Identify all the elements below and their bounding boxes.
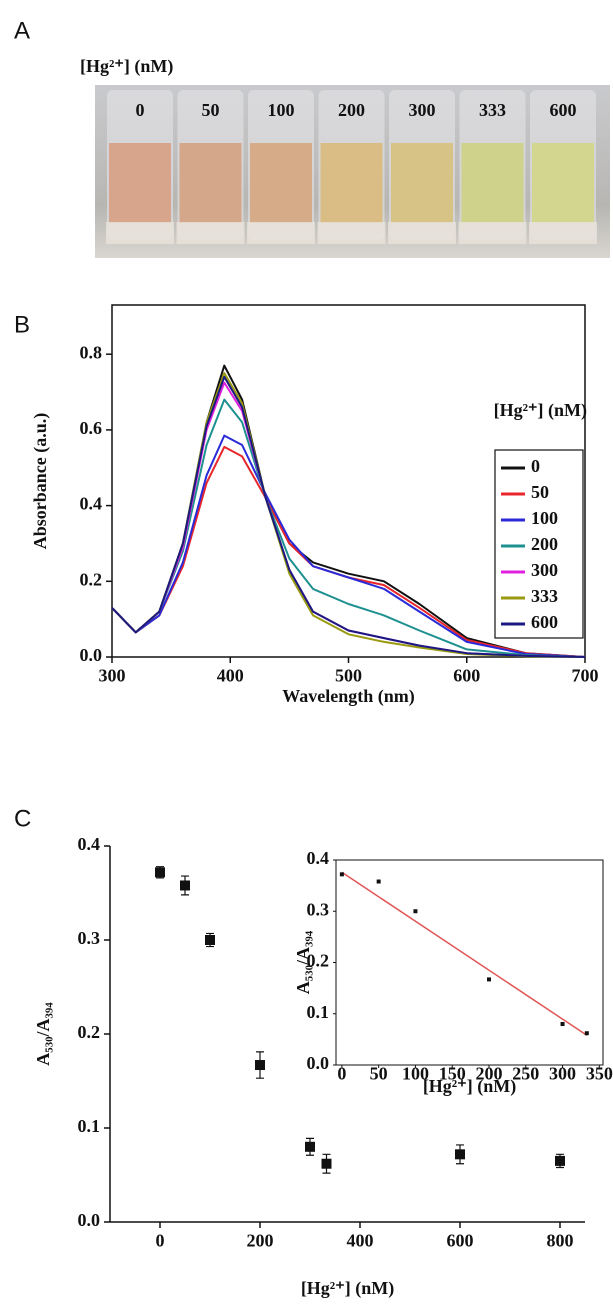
vial-base — [176, 222, 245, 244]
data-point — [255, 1060, 265, 1071]
x-tick-label: 100 — [402, 1063, 429, 1083]
vial-liquid — [250, 143, 312, 223]
photo-label: 50 — [202, 100, 220, 120]
x-tick-label: 0 — [337, 1063, 346, 1083]
axes-frame — [335, 859, 604, 1066]
x-tick-label: 350 — [586, 1063, 613, 1083]
x-tick-label: 700 — [572, 666, 599, 686]
legend-label: 0 — [531, 456, 540, 476]
legend-label: 200 — [531, 534, 558, 554]
legend-label: 600 — [531, 612, 558, 632]
y-axis-label: A₅₃₀/A₃₉₄ — [33, 1002, 53, 1066]
photo-label: 333 — [479, 100, 506, 120]
vial-base — [388, 222, 456, 244]
data-point — [413, 909, 418, 914]
y-tick-label: 0.2 — [80, 569, 103, 589]
y-tick-label: 0.0 — [307, 1053, 330, 1073]
panel-letter: A — [14, 17, 30, 44]
y-tick-label: 0.1 — [78, 1116, 101, 1136]
y-tick-label: 0.3 — [307, 899, 330, 919]
x-tick-label: 50 — [370, 1063, 388, 1083]
x-axis-label: [Hg²⁺] (nM) — [423, 1076, 516, 1097]
vial-liquid — [109, 143, 171, 223]
y-tick-label: 0.4 — [307, 848, 330, 868]
x-tick-label: 300 — [99, 666, 126, 686]
x-tick-label: 600 — [453, 666, 480, 686]
vial-liquid — [179, 143, 242, 223]
data-point — [305, 1141, 315, 1152]
data-point — [339, 872, 344, 877]
x-tick-label: 0 — [156, 1231, 165, 1251]
y-tick-label: 0.2 — [78, 1022, 101, 1042]
photo-label: 0 — [136, 100, 145, 120]
legend-label: 50 — [531, 482, 549, 502]
vials — [106, 90, 597, 244]
y-tick-label: 0.4 — [78, 834, 101, 854]
y-tick-label: 0.1 — [307, 1002, 330, 1022]
y-tick-label: 0.3 — [78, 928, 101, 948]
fit-line — [341, 871, 588, 1036]
x-tick-label: 400 — [347, 1231, 374, 1251]
legend-box — [494, 449, 584, 639]
data-point — [376, 879, 381, 884]
x-axis-label: Wavelength (nm) — [282, 686, 415, 707]
photo-title: [Hg²⁺] (nM) — [80, 56, 173, 77]
x-tick-label: 200 — [247, 1231, 274, 1251]
data-point — [486, 977, 491, 982]
x-tick-label: 300 — [549, 1063, 576, 1083]
photo-label: 300 — [409, 100, 436, 120]
vial-base — [529, 222, 597, 244]
vial-liquid — [461, 143, 524, 223]
y-axis-label: A₅₃₀/A₃₉₄ — [293, 930, 313, 994]
data-point — [560, 1022, 565, 1026]
vial-liquid — [391, 143, 453, 223]
photo-label: 100 — [268, 100, 295, 120]
y-axis-label: Absorbance (a.u.) — [30, 413, 51, 550]
photo-label: 200 — [338, 100, 365, 120]
x-tick-label: 200 — [475, 1063, 502, 1083]
legend-label: 333 — [531, 586, 558, 606]
y-tick-label: 0.6 — [80, 418, 103, 438]
x-tick-label: 500 — [335, 666, 362, 686]
vial-liquid — [532, 143, 594, 223]
legend-label: 300 — [531, 560, 558, 580]
data-point — [555, 1155, 565, 1166]
x-tick-label: 250 — [512, 1063, 539, 1083]
x-tick-label: 400 — [217, 666, 244, 686]
data-point — [180, 880, 190, 891]
data-point — [584, 1031, 589, 1036]
spectrum-line — [111, 434, 586, 658]
y-tick-label: 0.2 — [307, 951, 330, 971]
vial-base — [106, 222, 174, 244]
vial-base — [247, 222, 315, 244]
y-tick-label: 0.0 — [80, 645, 103, 665]
spectrum-line — [111, 375, 586, 658]
x-axis-label: [Hg²⁺] (nM) — [301, 1278, 394, 1299]
x-tick-label: 600 — [447, 1231, 474, 1251]
vial-liquid — [320, 143, 383, 223]
x-tick-label: 800 — [547, 1231, 574, 1251]
panel-letter: B — [14, 311, 30, 338]
data-point — [155, 867, 165, 878]
x-tick-label: 150 — [439, 1063, 466, 1083]
data-point — [455, 1149, 465, 1160]
y-tick-label: 0.4 — [80, 494, 103, 514]
legend-title: [Hg²⁺] (nM) — [494, 400, 587, 421]
data-point — [321, 1158, 332, 1169]
vial-base — [317, 222, 386, 244]
photo-label: 600 — [550, 100, 577, 120]
data-point — [205, 935, 215, 945]
y-tick-label: 0.0 — [78, 1210, 101, 1230]
vial-base — [458, 222, 527, 244]
panel-letter: C — [14, 805, 31, 832]
y-tick-label: 0.8 — [80, 342, 103, 362]
legend-label: 100 — [531, 508, 558, 528]
